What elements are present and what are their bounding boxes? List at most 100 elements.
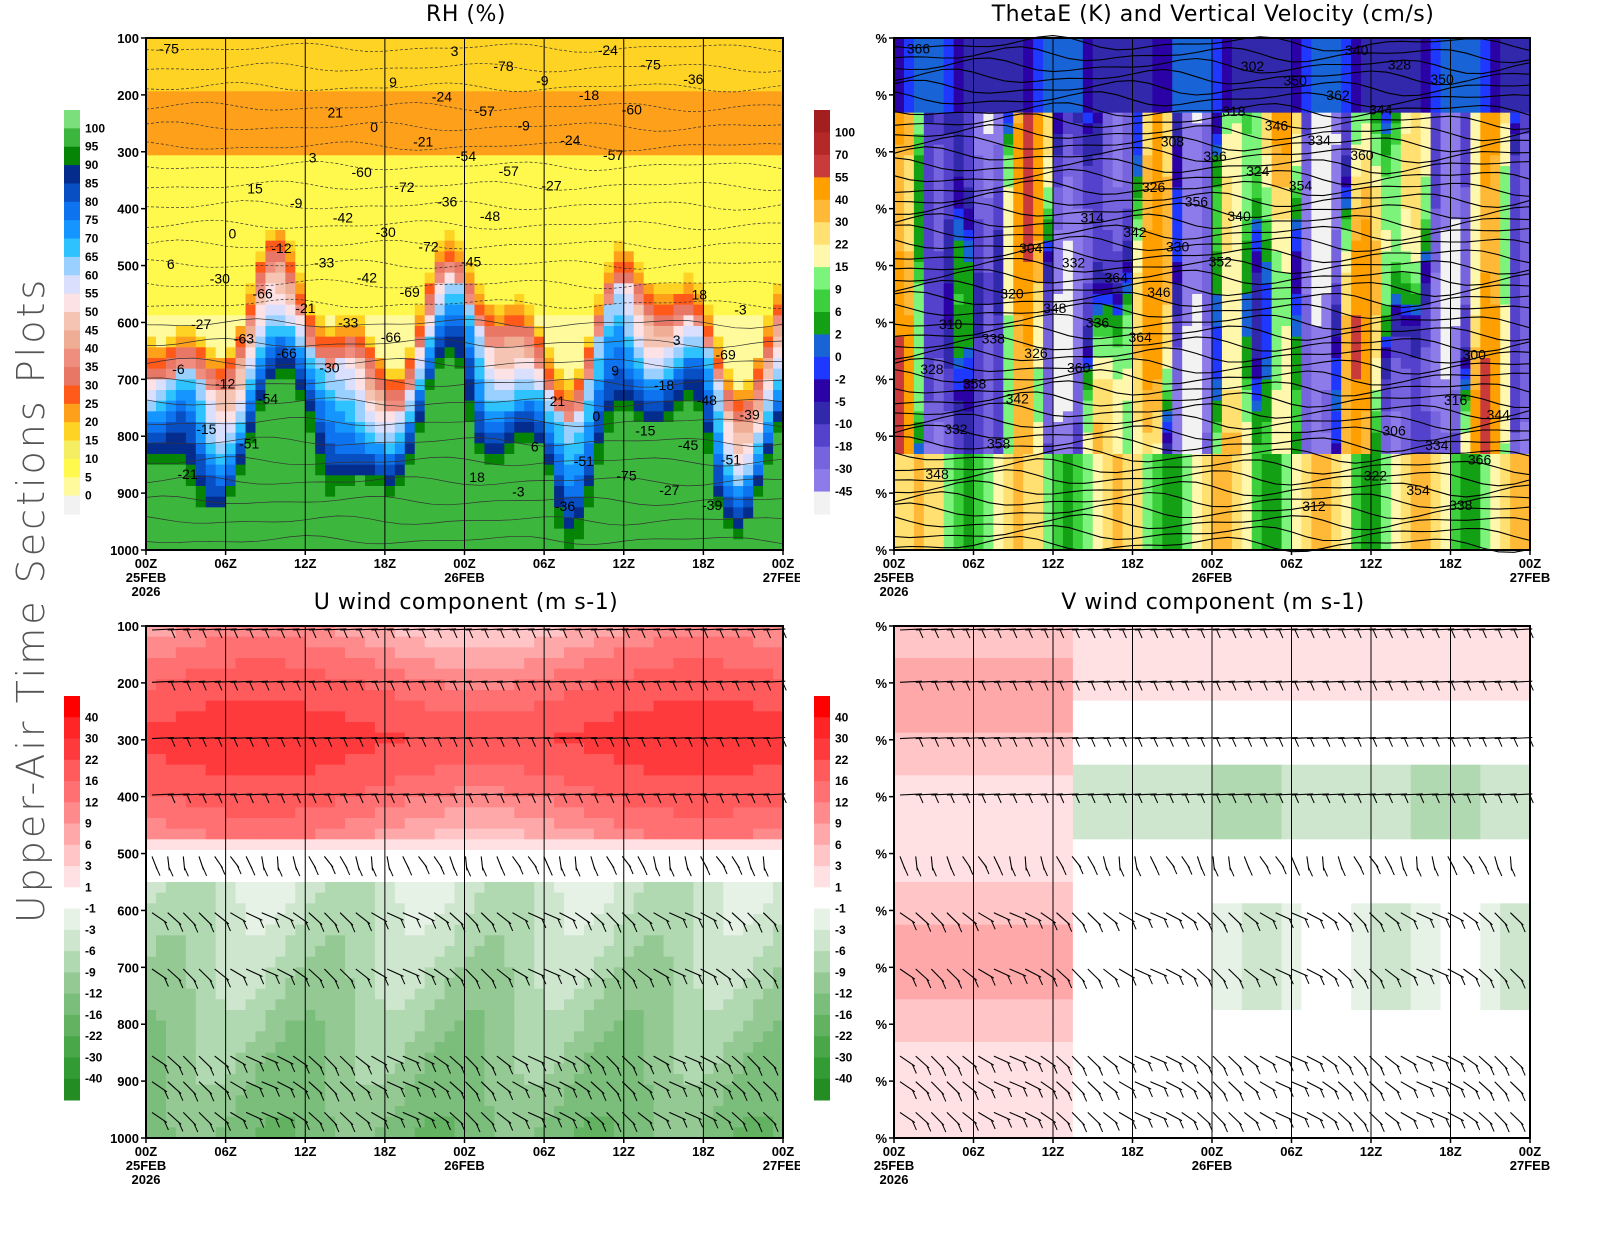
field-cell xyxy=(603,518,615,530)
field-cell xyxy=(564,262,575,274)
field-cell xyxy=(394,358,406,370)
field-cell xyxy=(275,48,286,60)
field-cell xyxy=(355,507,366,519)
field-cell xyxy=(1062,123,1074,135)
field-cell xyxy=(414,486,426,498)
field-cell xyxy=(1231,230,1243,242)
field-cell xyxy=(205,70,217,82)
field-cell xyxy=(1192,304,1203,316)
field-cell xyxy=(245,390,257,402)
field-cell xyxy=(1351,123,1362,135)
field-cell xyxy=(1202,208,1213,220)
field-cell xyxy=(335,486,346,498)
field-cell xyxy=(255,112,267,124)
field-cell xyxy=(394,187,406,199)
field-cell xyxy=(713,251,724,263)
field-cell xyxy=(653,91,665,103)
field-cell xyxy=(464,262,476,274)
field-cell xyxy=(1033,315,1044,327)
field-cell xyxy=(1430,70,1442,82)
contour-label: -6 xyxy=(172,361,185,377)
field-cell xyxy=(693,518,704,530)
field-cell xyxy=(1162,155,1173,167)
field-cell xyxy=(703,251,714,263)
field-cell xyxy=(1311,134,1322,146)
field-cell xyxy=(544,539,555,551)
field-cell xyxy=(573,102,585,114)
field-cell xyxy=(743,432,754,444)
field-cell xyxy=(524,208,535,220)
contour-label: 6 xyxy=(167,256,175,272)
field-cell xyxy=(364,454,376,466)
field-cell xyxy=(355,91,366,103)
field-cell xyxy=(325,59,336,71)
field-cell xyxy=(1192,91,1203,103)
field-cell xyxy=(414,400,426,412)
field-cell xyxy=(663,475,675,487)
field-cell xyxy=(753,358,764,370)
field-cell xyxy=(205,176,217,188)
field-cell xyxy=(953,91,965,103)
field-cell xyxy=(335,38,346,50)
field-cell xyxy=(265,315,276,327)
field-cell xyxy=(703,379,714,391)
field-cell xyxy=(1112,134,1124,146)
field-cell xyxy=(1341,176,1352,188)
field-cell xyxy=(195,187,207,199)
field-cell xyxy=(364,134,376,146)
colorbar-label: 65 xyxy=(85,250,99,264)
field-cell xyxy=(1281,283,1293,295)
field-cell xyxy=(524,283,535,295)
field-cell xyxy=(155,422,167,434)
field-cell xyxy=(1480,219,1491,231)
field-cell xyxy=(1331,102,1342,114)
field-cell xyxy=(504,283,515,295)
field-cell xyxy=(723,336,734,348)
field-cell xyxy=(1162,38,1173,50)
field-cell xyxy=(1460,262,1471,274)
field-cell xyxy=(1291,123,1303,135)
field-cell xyxy=(1500,59,1511,71)
field-cell xyxy=(1371,272,1382,284)
field-cell xyxy=(225,539,237,551)
field-cell xyxy=(693,539,704,551)
field-cell xyxy=(295,187,306,199)
field-cell xyxy=(894,262,905,274)
field-cell xyxy=(623,112,635,124)
field-cell xyxy=(275,38,286,50)
field-cell xyxy=(733,134,744,146)
field-cell xyxy=(564,70,575,82)
field-cell xyxy=(464,176,476,188)
field-cell xyxy=(733,187,744,199)
field-cell xyxy=(1450,198,1462,210)
field-cell xyxy=(1112,304,1124,316)
field-cell xyxy=(454,38,466,50)
field-cell xyxy=(1311,91,1322,103)
field-cell xyxy=(285,475,296,487)
thetae-panel-title: ThetaE (K) and Vertical Velocity (cm/s) xyxy=(991,2,1435,27)
field-cell xyxy=(215,251,227,263)
field-cell xyxy=(564,198,575,210)
field-cell xyxy=(265,486,276,498)
field-cell xyxy=(305,251,316,263)
field-cell xyxy=(1400,187,1412,199)
field-cell xyxy=(155,240,167,252)
field-cell xyxy=(1162,166,1173,178)
field-cell xyxy=(613,486,625,498)
field-cell xyxy=(1321,102,1332,114)
field-cell xyxy=(723,443,734,455)
contour-label: -51 xyxy=(574,453,594,469)
field-cell xyxy=(454,144,466,156)
field-cell xyxy=(693,464,704,476)
field-cell xyxy=(146,400,157,412)
field-cell xyxy=(1291,230,1303,242)
field-cell xyxy=(504,496,515,508)
field-cell xyxy=(205,358,217,370)
field-cell xyxy=(364,432,376,444)
field-cell xyxy=(434,443,446,455)
field-cell xyxy=(1301,134,1312,146)
field-cell xyxy=(593,198,605,210)
field-cell xyxy=(623,368,635,380)
field-cell xyxy=(733,336,744,348)
field-cell xyxy=(444,219,456,231)
